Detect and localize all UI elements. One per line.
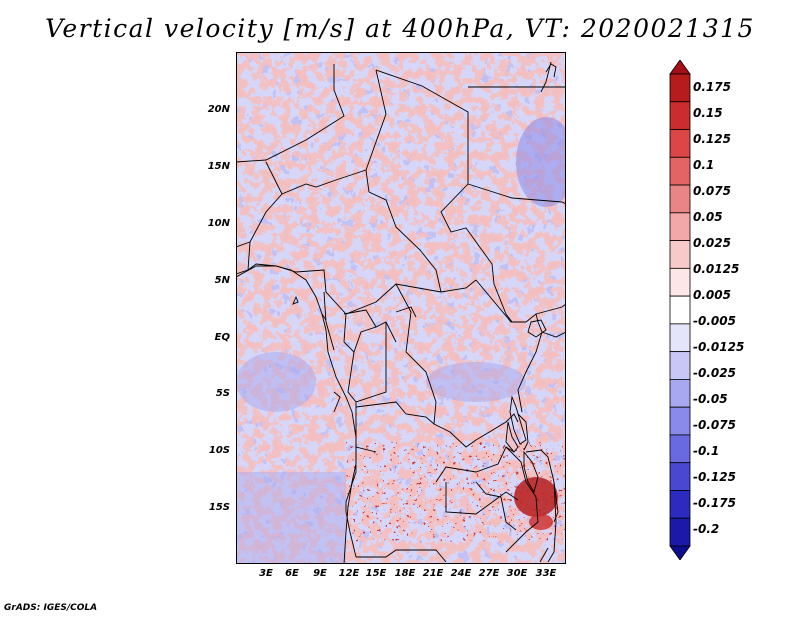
chart-title: Vertical velocity [m/s] at 400hPa, VT: 2…: [45, 14, 755, 43]
lon-label: 30E: [506, 568, 528, 579]
colorbar-label: -0.05: [693, 392, 728, 406]
colorbar-label: 0.15: [693, 106, 723, 120]
lat-label: EQ: [214, 332, 230, 343]
lat-label: 15N: [207, 161, 230, 172]
colorbar-swatch: [669, 73, 691, 103]
colorbar-swatch: [669, 129, 691, 158]
colorbar-label: -0.025: [693, 366, 736, 380]
colorbar-swatch: [669, 212, 691, 241]
colorbar-swatch: [669, 462, 691, 491]
colorbar-swatch: [669, 351, 691, 380]
descent-region: [516, 117, 566, 207]
colorbar-label: 0.025: [693, 236, 731, 250]
colorbar-swatch: [669, 323, 691, 353]
colorbar-label: 0.05: [693, 210, 723, 224]
lon-label: 9E: [313, 568, 327, 579]
colorbar-label: 0.175: [693, 80, 731, 94]
lon-label: 15E: [365, 568, 387, 579]
colorbar-swatch: [669, 434, 691, 464]
colorbar-label: -0.125: [693, 470, 736, 484]
lakes: [292, 63, 559, 523]
footer-credit: GrADS: IGES/COLA: [4, 603, 98, 613]
colorbar-swatch: [669, 490, 691, 519]
lat-label: 15S: [208, 502, 230, 513]
lon-label: 27E: [478, 568, 500, 579]
lat-label: 5N: [214, 275, 230, 286]
colorbar-label: 0.075: [693, 184, 731, 198]
descent-region: [426, 362, 526, 402]
lon-label: 6E: [285, 568, 299, 579]
lat-label: 20N: [207, 104, 230, 115]
colorbar-swatch: [669, 379, 691, 408]
strong-ascent-blob: [529, 514, 553, 530]
colorbar-swatch: [669, 101, 691, 130]
colorbar-label: 0.125: [693, 132, 731, 146]
lon-label: 24E: [450, 568, 472, 579]
colorbar-label: -0.1: [693, 444, 720, 458]
colorbar-label: -0.075: [693, 418, 736, 432]
colorbar-swatch: [669, 406, 691, 436]
lon-label: 21E: [422, 568, 444, 579]
colorbar-label: 0.0125: [693, 262, 740, 276]
colorbar-swatch: [669, 545, 691, 560]
colorbar-label: 0.005: [693, 288, 731, 302]
lon-label: 18E: [394, 568, 416, 579]
vertical-velocity-map: [236, 52, 566, 564]
lon-label: 3E: [259, 568, 273, 579]
country-borders: [236, 64, 566, 563]
lat-label: 10S: [208, 445, 230, 456]
colorbar: [669, 60, 691, 560]
colorbar-swatch: [669, 156, 691, 186]
colorbar-label: -0.175: [693, 496, 736, 510]
colorbar-swatch: [669, 184, 691, 214]
colorbar-label: -0.2: [693, 522, 720, 536]
colorbar-swatch: [669, 267, 691, 297]
coastline: [236, 61, 552, 564]
lon-label: 12E: [338, 568, 360, 579]
colorbar-swatch: [669, 517, 691, 547]
descent-region: [236, 352, 316, 412]
descent-region: [236, 472, 346, 564]
lat-label: 5S: [215, 388, 230, 399]
colorbar-swatch: [669, 295, 691, 325]
colorbar-label: -0.0125: [693, 340, 745, 354]
colorbar-swatch: [669, 60, 691, 75]
colorbar-swatch: [669, 240, 691, 269]
colorbar-label: -0.005: [693, 314, 736, 328]
colorbar-label: 0.1: [693, 158, 715, 172]
lat-label: 10N: [207, 218, 230, 229]
lon-label: 33E: [535, 568, 557, 579]
